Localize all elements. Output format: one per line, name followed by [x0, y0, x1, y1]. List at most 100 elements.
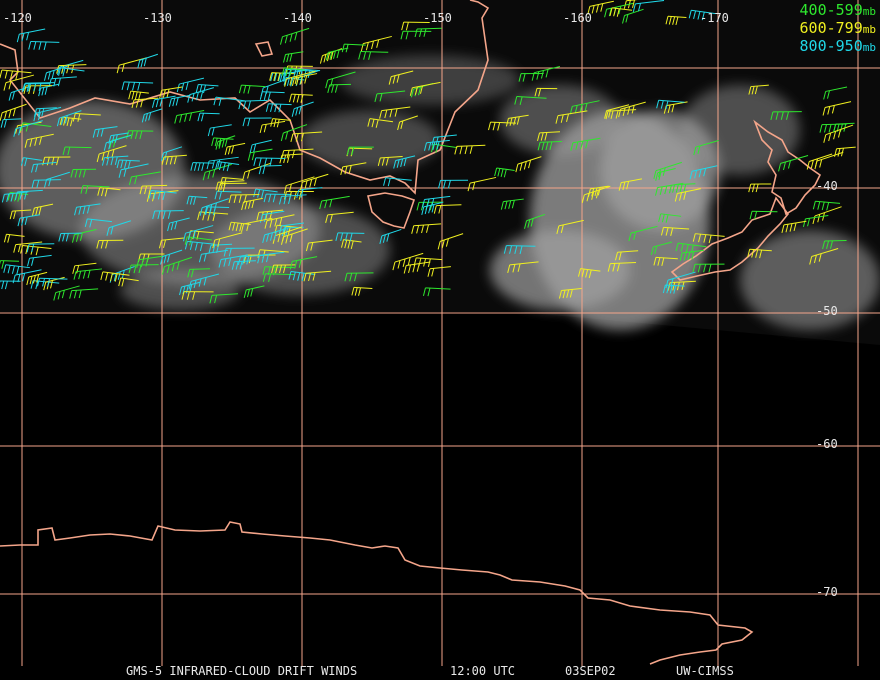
coastline-antarctica	[0, 521, 754, 665]
wind-barb	[3, 74, 35, 91]
wind-barb	[679, 249, 704, 262]
wind-barb	[31, 179, 61, 189]
wind-barb	[26, 243, 55, 253]
wind-barb	[186, 195, 208, 205]
wind-barb	[653, 161, 682, 179]
wind-barb	[238, 99, 268, 110]
wind-barb	[291, 73, 318, 86]
wind-barb	[578, 268, 601, 279]
wind-barb	[161, 256, 192, 275]
wind-barb	[693, 140, 719, 156]
wind-barb	[344, 272, 374, 282]
wind-barb	[72, 262, 97, 274]
wind-barb	[198, 249, 228, 263]
wind-barb	[0, 118, 22, 128]
wind-barb	[822, 101, 852, 116]
wind-barb	[305, 239, 333, 252]
wind-barb	[278, 194, 307, 205]
wind-barb	[346, 146, 374, 156]
satellite-imagery	[0, 55, 880, 330]
wind-barb	[809, 248, 839, 265]
wind-barb	[160, 249, 183, 265]
wind-barb	[128, 90, 149, 101]
wind-barb	[658, 213, 682, 223]
wind-barb	[397, 115, 418, 131]
lat-lon-grid	[0, 0, 880, 666]
wind-barb	[688, 9, 716, 21]
legend-range: 600-799	[799, 19, 863, 37]
wind-barb	[12, 269, 42, 284]
wind-barb	[341, 239, 362, 250]
wind-barb	[587, 185, 609, 197]
wind-barb	[259, 91, 285, 101]
wind-barb	[158, 237, 185, 249]
pressure-legend: 400-599mb 600-799mb 800-950mb	[800, 2, 876, 56]
wind-barb	[556, 219, 584, 235]
wind-barb	[213, 96, 246, 106]
wind-barb	[834, 146, 856, 157]
wind-barb	[748, 183, 772, 193]
wind-barb	[507, 261, 539, 273]
wind-barb	[823, 124, 854, 143]
lat-label: -40	[816, 179, 838, 193]
wind-barb	[24, 133, 54, 148]
lon-label: -120	[3, 11, 32, 25]
wind-barb	[22, 83, 50, 93]
wind-barb	[58, 232, 82, 242]
wind-barb	[778, 155, 809, 172]
wind-barb	[26, 271, 48, 286]
wind-barb	[812, 200, 841, 211]
coastline-island	[254, 41, 274, 57]
wind-barb	[262, 228, 287, 244]
lon-label: -150	[423, 11, 452, 25]
wind-barb	[667, 280, 696, 291]
lon-label: -130	[143, 11, 172, 25]
wind-barb	[262, 273, 295, 283]
wind-barb	[632, 0, 665, 13]
wind-barb	[437, 233, 464, 250]
wind-barb	[500, 198, 524, 210]
wind-barb	[207, 124, 232, 137]
wind-barb	[242, 162, 272, 181]
wind-barb	[283, 176, 315, 194]
wind-barb	[27, 254, 52, 267]
wind-barb	[422, 287, 451, 297]
wind-barb	[692, 263, 725, 273]
wind-barb	[660, 226, 690, 237]
wind-barb	[215, 135, 236, 150]
wind-barb	[161, 154, 187, 166]
wind-barb	[377, 156, 403, 167]
wind-barb	[13, 120, 43, 137]
wind-barb	[259, 120, 286, 134]
wind-barb	[288, 93, 313, 103]
lon-label: -160	[563, 11, 592, 25]
lat-label: -60	[816, 437, 838, 451]
wind-barb	[388, 70, 414, 85]
wind-barb	[488, 121, 517, 131]
wind-barb	[0, 280, 21, 290]
wind-barb	[0, 103, 27, 121]
wind-barb	[271, 264, 296, 274]
wind-barb	[128, 171, 161, 186]
wind-barb	[409, 81, 441, 96]
wind-barb	[569, 100, 600, 115]
wind-barb	[427, 266, 451, 277]
wind-barb	[218, 254, 248, 268]
wind-barb	[618, 178, 643, 191]
lon-label: -140	[283, 11, 312, 25]
wind-barb	[73, 268, 103, 280]
wind-barb	[819, 123, 848, 133]
wind-barb	[665, 271, 696, 289]
wind-barb	[259, 210, 285, 223]
wind-barb	[253, 188, 278, 199]
wind-barb	[72, 113, 101, 122]
wind-barb	[454, 144, 486, 155]
wind-barb	[299, 173, 329, 191]
wind-barb	[103, 134, 132, 151]
wind-barb	[614, 250, 639, 261]
wind-barb	[190, 162, 213, 172]
wind-barb	[224, 142, 246, 156]
wind-barb	[280, 27, 310, 45]
wind-barb	[279, 153, 303, 164]
